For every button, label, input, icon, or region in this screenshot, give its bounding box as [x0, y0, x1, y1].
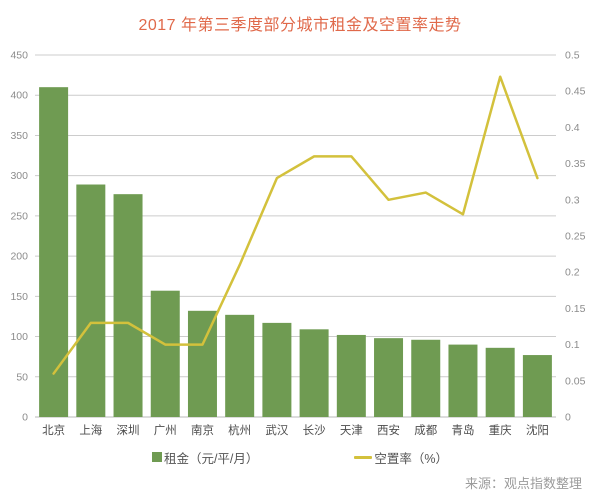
left-axis-tick-label: 300	[10, 170, 28, 182]
legend-item-rent: 租金（元/平/月）	[151, 448, 259, 467]
rent-bar	[485, 347, 515, 417]
right-axis-tick-label: 0.2	[565, 267, 580, 279]
right-axis-tick-label: 0.4	[565, 122, 580, 134]
rent-bar	[262, 322, 292, 417]
rent-bar	[39, 87, 69, 417]
x-axis-category-label: 西安	[377, 423, 400, 437]
legend-item-vacancy: 空置率（%）	[354, 448, 448, 467]
right-axis-tick-label: 0.1	[565, 339, 580, 351]
x-axis-category-label: 上海	[79, 423, 102, 437]
right-axis-tick-label: 0.35	[565, 158, 586, 170]
x-axis-category-label: 重庆	[489, 423, 512, 437]
rent-bar	[299, 329, 329, 417]
right-axis-tick-label: 0.15	[565, 303, 586, 315]
rent-bar	[448, 344, 478, 417]
legend-rent-label: 租金（元/平/月）	[163, 451, 259, 466]
x-axis-category-label: 长沙	[303, 424, 326, 437]
rent-bar	[225, 314, 255, 417]
left-axis-tick-label: 150	[10, 291, 28, 303]
right-axis-tick-label: 0.45	[565, 86, 586, 98]
left-axis-tick-label: 100	[10, 331, 28, 343]
chart-canvas: 450 400 350 300 250 200 150 100 50 0 0.5 0.45 0.4 0.3…	[10, 50, 586, 438]
right-axis-tick-label: 0.25	[565, 231, 586, 243]
vacancy-line	[52, 75, 539, 375]
rent-bar-swatch-icon	[151, 452, 162, 462]
x-axis-category-label: 武汉	[265, 424, 288, 437]
left-axis-tick-label: 350	[10, 130, 28, 142]
rent-bar	[113, 194, 143, 417]
x-axis-category-label: 沈阳	[526, 423, 549, 437]
left-axis-tick-label: 200	[10, 251, 28, 263]
left-axis-tick-label: 0	[22, 412, 28, 424]
chart-title: 2017 年第三季度部分城市租金及空置率走势	[138, 17, 462, 34]
right-axis-tick-label: 0.05	[565, 375, 586, 387]
x-axis-category-label: 北京	[42, 423, 65, 437]
x-axis-category-label: 广州	[154, 424, 177, 437]
left-axis-tick-label: 50	[16, 371, 28, 383]
vacancy-line-swatch-icon	[354, 455, 373, 459]
right-axis-tick-label: 0.3	[565, 194, 580, 206]
rent-bar	[411, 339, 441, 417]
chart-legend: 租金（元/平/月） 空置率（%）	[0, 446, 600, 468]
x-axis-category-label: 天津	[340, 424, 363, 437]
legend-vacancy-label: 空置率（%）	[374, 451, 449, 466]
rent-bar	[374, 338, 404, 417]
rent-bar	[187, 310, 217, 417]
rent-bar	[150, 290, 180, 417]
rent-bar	[522, 355, 552, 417]
x-axis-category-label: 青岛	[451, 423, 474, 437]
left-axis-tick-label: 250	[10, 210, 28, 222]
left-axis-tick-label: 450	[10, 50, 28, 62]
right-axis-tick-label: 0.5	[565, 50, 580, 62]
rent-bar	[76, 184, 106, 417]
right-axis-tick-label: 0	[565, 412, 571, 424]
rent-bar	[336, 334, 366, 417]
x-axis-category-label: 杭州	[228, 423, 251, 437]
x-axis-category-label: 深圳	[117, 423, 140, 437]
x-axis-category-label: 南京	[191, 423, 214, 437]
source-credit: 来源：观点指数整理	[464, 476, 582, 491]
x-axis-category-label: 成都	[414, 424, 437, 437]
left-axis-tick-label: 400	[10, 90, 28, 102]
